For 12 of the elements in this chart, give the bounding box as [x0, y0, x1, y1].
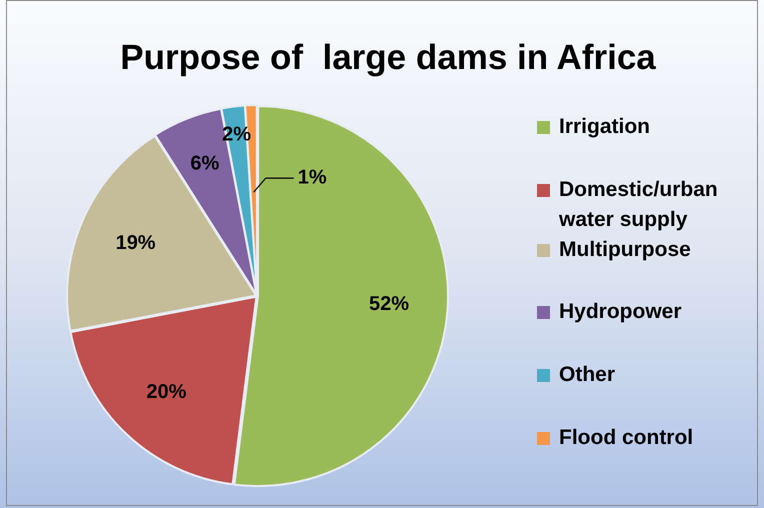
legend-label: Domestic/urban water supply — [559, 177, 719, 233]
legend-label: Hydropower — [559, 299, 682, 325]
legend-label: Other — [559, 362, 616, 388]
legend-label: Multipurpose — [559, 237, 691, 263]
legend-label: Flood control — [559, 425, 694, 451]
slice-label: Irrigation — [559, 114, 650, 140]
data-label: 1% — [298, 166, 327, 189]
data-label: 19% — [116, 232, 156, 254]
data-label: 52% — [369, 292, 410, 315]
data-label: 20% — [146, 380, 187, 403]
data-label: 6% — [190, 152, 220, 175]
chart-title: Purpose of large dams in Africa — [119, 38, 657, 78]
